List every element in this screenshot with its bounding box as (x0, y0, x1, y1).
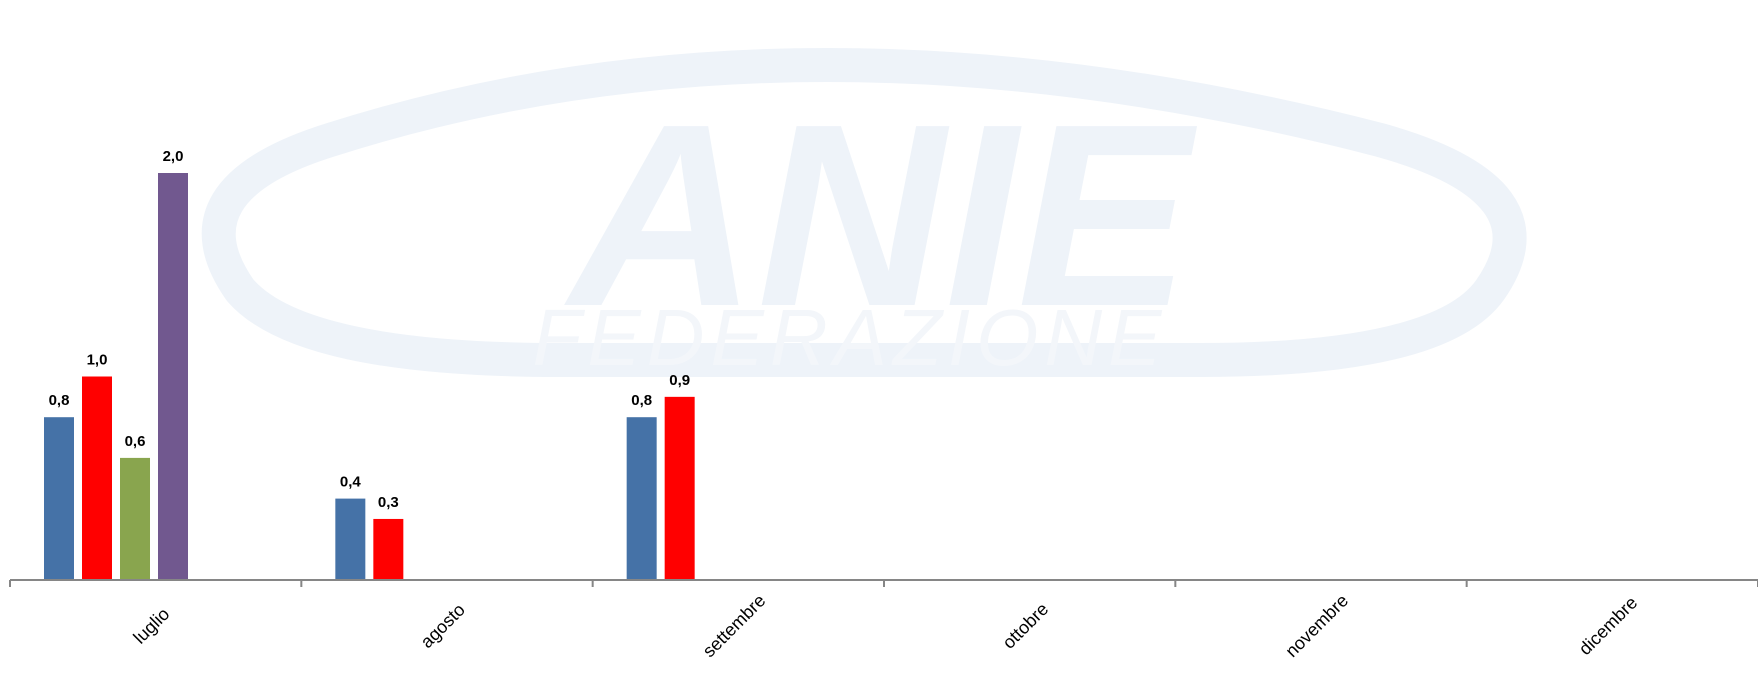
watermark-subtext: FEDERAZIONE (533, 293, 1168, 382)
data-label: 0,9 (669, 372, 690, 389)
bar-luglio-series-2 (82, 376, 112, 580)
watermark-text: ANIE (561, 71, 1200, 361)
bar-settembre-series-1 (626, 417, 657, 580)
anie-watermark-logo: ANIE FEDERAZIONE (201, 48, 1527, 382)
data-label: 0,8 (49, 392, 70, 409)
data-label: 0,4 (340, 474, 362, 491)
x-tick-label: novembre (1281, 590, 1352, 661)
bar-luglio-series-3 (120, 457, 150, 580)
x-tick-label: ottobre (999, 599, 1053, 653)
x-tick-label: agosto (417, 600, 469, 652)
data-label: 2,0 (163, 148, 184, 165)
bar-luglio-series-1 (44, 417, 74, 580)
data-label: 0,3 (378, 494, 399, 511)
x-tick-label: settembre (699, 590, 770, 661)
bar-luglio-series-4 (158, 173, 188, 580)
bar-agosto-series-2 (373, 518, 404, 580)
x-tick-label: luglio (129, 604, 173, 648)
data-label: 1,0 (87, 352, 108, 369)
bar-agosto-series-1 (335, 498, 366, 580)
data-label: 0,8 (631, 392, 652, 409)
data-label: 0,6 (125, 433, 146, 450)
x-tick-label: dicembre (1575, 593, 1641, 659)
bar-settembre-series-2 (664, 396, 695, 580)
